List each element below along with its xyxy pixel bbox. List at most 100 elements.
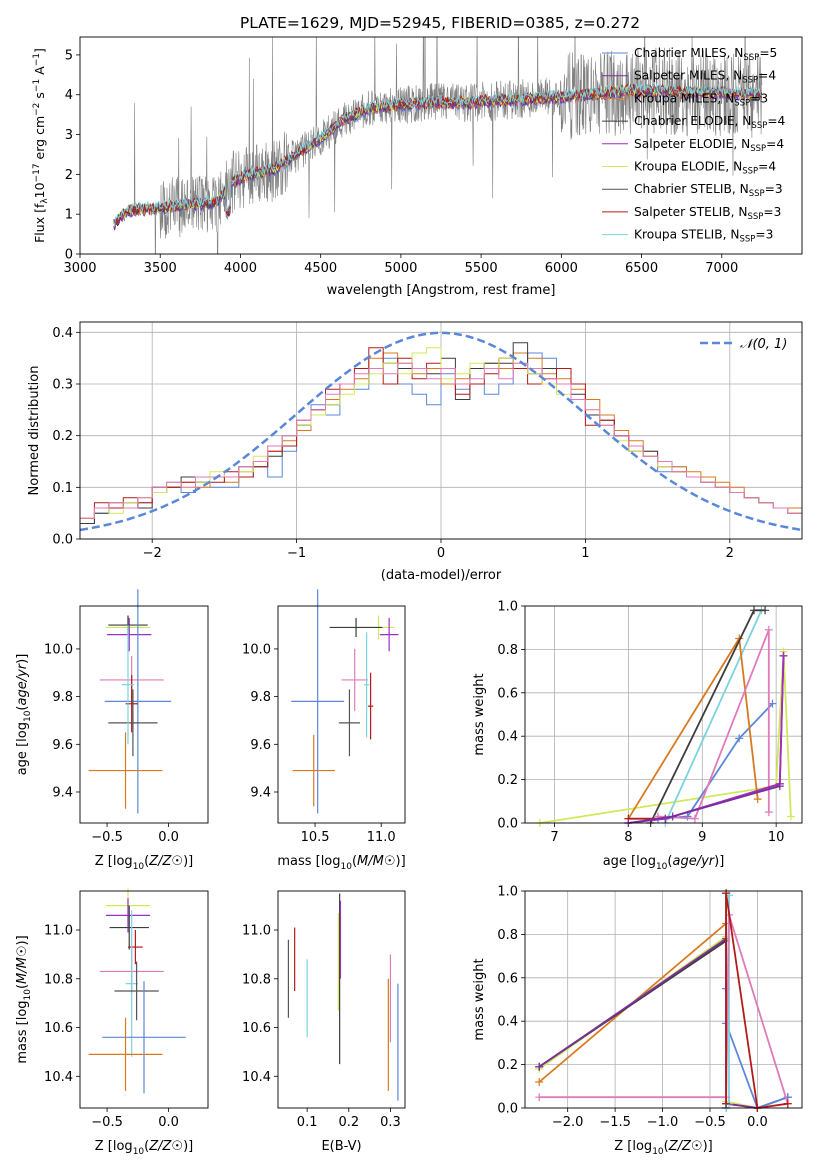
weight-marker [722, 889, 731, 898]
residuals-plot-area [80, 331, 802, 532]
axes-frame [79, 605, 209, 824]
x-tick-label: −2.0 [552, 1115, 584, 1130]
errorbar-point [128, 930, 143, 965]
errorbar-point [338, 689, 361, 757]
x-tick-label: 2 [726, 546, 734, 561]
legend: Chabrier MILES, NSSP=5 Salpeter MILES, NS… [602, 46, 786, 245]
mass-weight-vs-metallicity-panel: −2.0 −1.5 −1.0 −0.5 0.0 0.0 0.2 0.4 0.6 0.8 1.0 Z [… [472, 885, 803, 1157]
x-tick-label: 5000 [384, 261, 417, 276]
weight-marker [535, 1062, 544, 1071]
legend-label: Chabrier STELIB, NSSP=3 [634, 182, 783, 199]
weight-marker [753, 795, 762, 804]
legend-label: Salpeter ELODIE, NSSP=4 [634, 137, 784, 154]
weight-line [538, 921, 758, 1109]
x-axis-label: E(B-V) [321, 1139, 361, 1154]
weight-marker [683, 812, 692, 821]
x-tick-label: 9 [698, 830, 706, 845]
x-tick-label: 3000 [63, 261, 96, 276]
x-tick-label: 4500 [304, 261, 337, 276]
weight-marker [535, 1078, 544, 1086]
errorbar-point [363, 632, 370, 738]
x-tick-label: 4000 [224, 261, 257, 276]
weight-marker [786, 812, 795, 821]
y-tick-label: 9.4 [52, 786, 73, 801]
y-tick-label: 0.2 [497, 1058, 518, 1073]
legend-label: Salpeter STELIB, NSSP=3 [634, 205, 781, 222]
weight-marker [768, 699, 777, 708]
age-vs-metallicity-panel: −0.5 0.0 9.4 9.6 9.8 10.0 Z [log10(Z/Z☉)] age [… [15, 589, 209, 872]
mass-vs-ebv-panel: 0.1 0.2 0.3 10.4 10.6 10.8 11.0 E(B-V) [242, 890, 406, 1154]
y-tick-label: 5 [65, 48, 73, 63]
weight-line [725, 893, 788, 1110]
legend-label: Chabrier MILES, NSSP=5 [634, 46, 777, 63]
y-tick-label: 0.1 [52, 481, 73, 496]
axes-frame [79, 36, 803, 255]
x-tick-label: −1.5 [599, 1115, 631, 1130]
weight-marker [735, 734, 744, 743]
y-tick-label: 0.4 [497, 1015, 518, 1030]
y-tick-label: 11.0 [242, 924, 271, 939]
y-axis-label: age [log10(age/yr)] [15, 654, 33, 776]
x-tick-label: −0.5 [694, 1115, 726, 1130]
legend-label: Salpeter MILES, NSSP=4 [634, 69, 776, 86]
y-tick-label: 0 [65, 248, 73, 263]
y-tick-label: 9.6 [52, 738, 73, 753]
errorbar-point [125, 910, 138, 1057]
weight-marker [764, 625, 773, 634]
x-axis-label: Z [log10(Z/Z☉)] [95, 1139, 193, 1157]
y-tick-label: 0.4 [52, 326, 73, 341]
y-tick-label: 0.0 [497, 817, 518, 832]
x-axis-label: Z [log10(Z/Z☉)] [614, 1139, 712, 1157]
x-tick-label: 10 [768, 830, 785, 845]
x-tick-label: 6000 [545, 261, 578, 276]
errorbar-point [88, 1017, 163, 1091]
y-axis-label: mass [log10(M/M☉)] [15, 935, 33, 1063]
errorbar-point [291, 589, 345, 814]
x-tick-label: 3500 [144, 261, 177, 276]
weight-line [539, 914, 789, 1104]
y-tick-label: 1 [65, 208, 73, 223]
errorbar-point [107, 617, 152, 652]
x-tick-label: 7000 [705, 261, 738, 276]
errorbar-point [114, 961, 159, 1021]
residuals-panel: −2 −1 0 1 2 0.0 0.1 0.2 0.3 0.4 (data-model)/error… [27, 321, 803, 583]
spectrum-plot-area [113, 37, 763, 254]
y-tick-label: 10.6 [242, 1021, 271, 1036]
errorbar-point [125, 675, 138, 733]
x-tick-label: 0.0 [158, 830, 179, 845]
legend-label: Kroupa STELIB, NSSP=3 [634, 228, 773, 245]
y-tick-label: 0.8 [497, 928, 518, 943]
y-tick-label: 0.6 [497, 971, 518, 986]
x-axis-label: wavelength [Angstrom, rest frame] [327, 283, 556, 298]
weight-marker [779, 651, 788, 660]
y-axis-label: Normed distribution [27, 366, 42, 496]
y-tick-label: 10.6 [44, 1021, 73, 1036]
weight-marker [668, 812, 677, 821]
y-tick-label: 9.8 [52, 690, 73, 705]
x-tick-label: 0 [437, 546, 445, 561]
weight-line [538, 934, 758, 1109]
y-tick-label: 4 [65, 88, 73, 103]
axes-frame [79, 321, 803, 540]
x-axis-label: age [log10(age/yr)] [603, 854, 725, 872]
errorbar-point [105, 898, 151, 933]
weight-line [628, 655, 785, 820]
x-tick-label: 1 [581, 546, 589, 561]
y-tick-label: 10.4 [242, 1070, 271, 1085]
gaussian-curve [80, 331, 802, 532]
weight-marker [775, 782, 784, 791]
axes-frame [524, 605, 803, 824]
errorbar-point [329, 617, 383, 637]
x-tick-label: 8 [624, 830, 632, 845]
spectrum-panel: 3000 3500 4000 4500 5000 5500 6000 6500 7000 0 1 2 3… [32, 36, 803, 298]
y-axis-label: mass weight [472, 958, 487, 1040]
x-tick-label: 5500 [465, 261, 498, 276]
model-spectrum-line [113, 83, 762, 226]
y-tick-label: 10.8 [44, 972, 73, 987]
y-tick-label: 10.0 [44, 642, 73, 657]
x-tick-label: −2 [143, 546, 162, 561]
weight-marker [783, 1099, 792, 1108]
weight-line [538, 936, 789, 1109]
x-axis-label: Z [log10(Z/Z☉)] [95, 854, 193, 872]
